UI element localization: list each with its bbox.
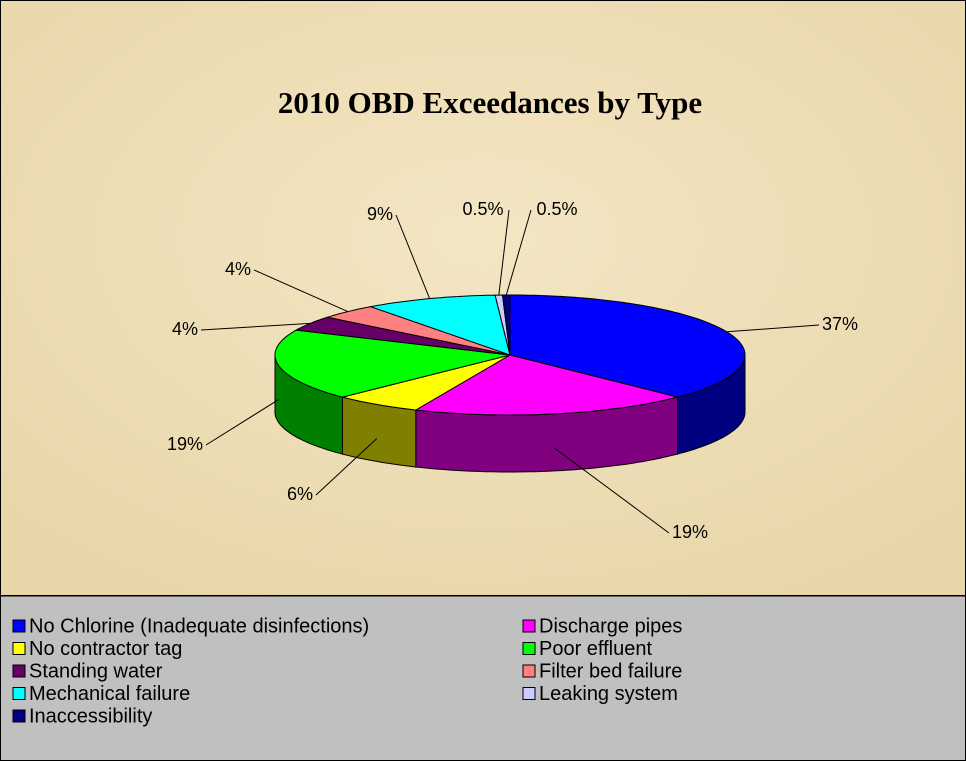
slice [342, 354, 511, 411]
leader-line [726, 324, 820, 333]
legend-label: Leaking system [539, 683, 678, 705]
slice [327, 306, 511, 356]
legend-label: No contractor tag [29, 638, 182, 660]
legend-label: Inaccessibility [29, 705, 152, 727]
slice [274, 329, 511, 398]
legend-swatch [12, 709, 26, 723]
data-label: 0.5% [536, 199, 577, 219]
legend-swatch [522, 619, 536, 633]
legend-swatch [522, 642, 536, 655]
legend-label: Discharge pipes [539, 615, 682, 637]
legend-swatch [12, 664, 26, 678]
leader-line [554, 447, 670, 534]
leader-line [498, 209, 510, 296]
leader-line [505, 209, 532, 296]
leader-line [315, 438, 378, 496]
legend-label: Mechanical failure [29, 683, 190, 705]
data-label: 4% [172, 319, 198, 339]
slice [368, 294, 511, 356]
legend-swatch [12, 642, 26, 655]
legend-swatch [522, 664, 536, 678]
leader-line [253, 269, 349, 313]
data-label: 19% [672, 522, 708, 542]
data-label: 6% [287, 484, 313, 504]
leader-line [205, 399, 279, 446]
data-label: 0.5% [462, 199, 503, 219]
slice [414, 354, 678, 416]
legend-label: Standing water [29, 660, 163, 682]
data-label: 37% [822, 314, 858, 334]
legend-background [0, 595, 966, 761]
chart-title: 2010 OBD Exceedances by Type [278, 85, 702, 120]
legend-label: No Chlorine (Inadequate disinfections) [29, 615, 369, 637]
legend-label: Poor effluent [539, 638, 652, 660]
legend-swatch [522, 687, 536, 700]
legend-swatch [12, 619, 26, 633]
data-label: 4% [225, 259, 251, 279]
legend-swatch [12, 687, 26, 700]
legend-label: Filter bed failure [539, 660, 682, 682]
data-label: 9% [367, 204, 393, 224]
leader-line [200, 322, 311, 331]
data-label: 19% [167, 434, 203, 454]
leader-line [395, 214, 431, 299]
